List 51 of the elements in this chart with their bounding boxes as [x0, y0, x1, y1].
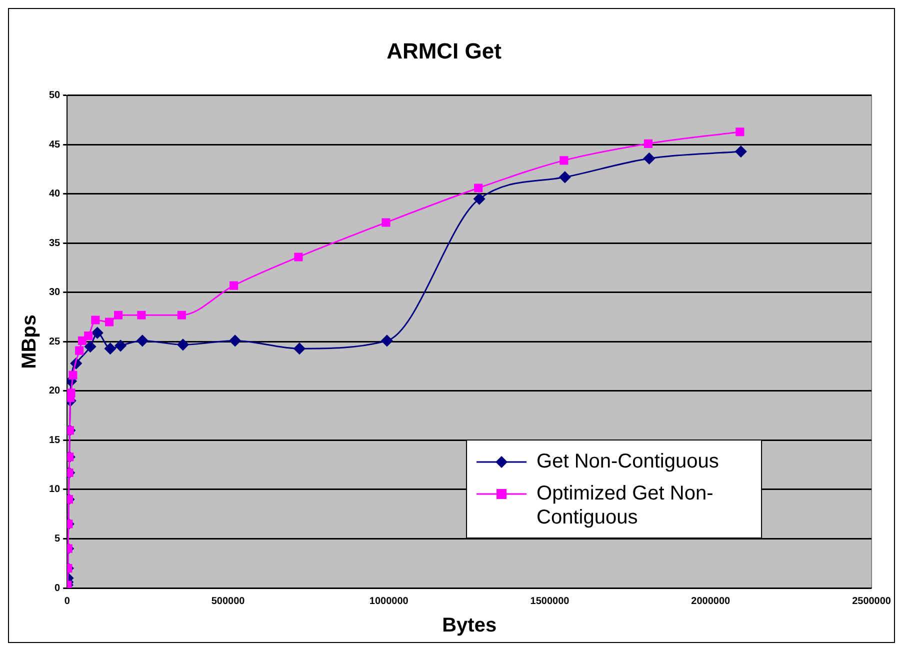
y-tick-label: 0	[54, 582, 61, 594]
y-tick-label: 5	[54, 533, 61, 544]
point	[229, 334, 241, 346]
x-axis-title: Bytes	[442, 614, 497, 637]
point	[474, 184, 483, 192]
y-tick-label: 45	[49, 139, 61, 150]
y-tick-label: 10	[49, 484, 61, 496]
y-tick-label: 25	[49, 336, 61, 348]
point	[643, 152, 655, 164]
x-tick-label: 1500000	[530, 596, 570, 607]
point	[294, 252, 303, 262]
point	[474, 193, 486, 205]
x-tick-label: 0	[64, 596, 70, 607]
point	[91, 316, 100, 324]
point	[177, 310, 186, 320]
point	[104, 318, 114, 326]
point	[84, 340, 96, 352]
point	[136, 334, 148, 346]
point	[68, 370, 78, 380]
point	[560, 156, 568, 165]
y-tick-label: 35	[49, 238, 61, 249]
chart-title: ARMCI Get	[386, 38, 502, 64]
y-tick-label: 40	[49, 188, 61, 200]
point	[644, 139, 653, 148]
y-axis-title: MBps	[18, 314, 41, 369]
x-tick-label: 2000000	[691, 596, 731, 607]
legend-label: Optimized Get Non-Contiguous	[536, 482, 714, 529]
x-tick-label: 500000	[211, 596, 246, 607]
y-tick-label: 15	[49, 434, 61, 446]
point	[75, 346, 84, 355]
x-tick-label: 1000000	[369, 596, 409, 607]
point	[735, 146, 747, 158]
y-tick-label: 30	[49, 287, 61, 298]
point	[114, 340, 126, 352]
legend-label: Get Non-Contiguous	[536, 450, 719, 473]
point	[67, 388, 76, 398]
point	[382, 218, 390, 227]
y-tick-label: 20	[49, 386, 61, 397]
point	[104, 342, 116, 354]
point	[137, 310, 146, 320]
point	[559, 171, 571, 183]
point	[230, 281, 238, 290]
y-tick-label: 50	[49, 90, 61, 102]
point	[381, 334, 393, 346]
point	[736, 128, 744, 136]
point	[294, 342, 306, 354]
point	[114, 310, 123, 320]
x-tick-label: 2500000	[852, 596, 892, 607]
point	[177, 338, 189, 350]
point	[84, 332, 93, 340]
point	[92, 327, 104, 339]
